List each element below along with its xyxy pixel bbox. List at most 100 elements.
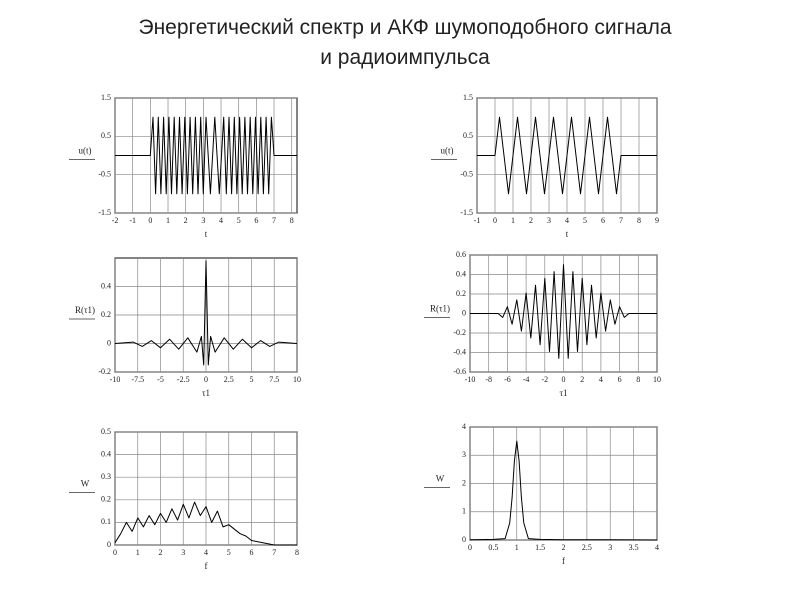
x-tick-label: 6 bbox=[618, 375, 622, 384]
x-tick-label: -2 bbox=[541, 375, 548, 384]
x-tick-label: 2 bbox=[529, 216, 533, 225]
x-tick-label: 7 bbox=[272, 216, 276, 225]
y-tick-label: -1.5 bbox=[460, 208, 473, 217]
y-tick-label: -0.5 bbox=[98, 169, 111, 178]
y-axis-label: R(τ1) bbox=[75, 305, 95, 315]
y-axis-label: R(τ1) bbox=[430, 304, 450, 314]
y-tick-label: 1.5 bbox=[101, 93, 111, 102]
y-tick-label: 0.2 bbox=[101, 310, 111, 319]
x-tick-label: -5 bbox=[157, 375, 164, 384]
x-tick-label: 5 bbox=[227, 548, 231, 557]
y-tick-label: 2 bbox=[462, 478, 466, 487]
x-tick-label: -10 bbox=[465, 375, 476, 384]
x-axis-label: f bbox=[562, 556, 565, 566]
x-tick-label: 3 bbox=[547, 216, 551, 225]
y-tick-label: 0 bbox=[107, 540, 111, 549]
x-tick-label: 4 bbox=[565, 216, 569, 225]
y-axis-label: u(t) bbox=[79, 146, 92, 156]
y-tick-label: -1.5 bbox=[98, 208, 111, 217]
x-tick-label: 4 bbox=[599, 375, 603, 384]
data-line bbox=[114, 260, 298, 366]
title-line: и радиоимпульса bbox=[320, 46, 490, 69]
x-tick-label: -4 bbox=[523, 375, 530, 384]
x-tick-label: 7.5 bbox=[269, 375, 279, 384]
y-tick-label: 0.6 bbox=[456, 250, 466, 259]
x-tick-label: 2 bbox=[580, 375, 584, 384]
x-tick-label: 0.5 bbox=[488, 543, 498, 552]
y-tick-label: 0.4 bbox=[101, 281, 111, 290]
x-tick-label: 0 bbox=[493, 216, 497, 225]
x-tick-label: -7.5 bbox=[131, 375, 144, 384]
x-tick-label: 4 bbox=[219, 216, 223, 225]
y-tick-label: 0 bbox=[107, 338, 111, 347]
y-axis-label: W bbox=[81, 479, 90, 489]
y-tick-label: 0.5 bbox=[101, 427, 111, 436]
x-tick-label: 8 bbox=[636, 375, 640, 384]
x-tick-label: 0 bbox=[204, 375, 208, 384]
x-tick-label: 10 bbox=[653, 375, 661, 384]
x-tick-label: 4 bbox=[204, 548, 208, 557]
x-tick-label: 7 bbox=[619, 216, 623, 225]
x-tick-label: 2.5 bbox=[224, 375, 234, 384]
x-tick-label: 1 bbox=[166, 216, 170, 225]
x-tick-label: 2 bbox=[159, 548, 163, 557]
y-tick-label: 4 bbox=[462, 422, 466, 431]
x-axis-label: τ1 bbox=[202, 388, 210, 398]
x-tick-label: 3.5 bbox=[629, 543, 639, 552]
y-tick-label: -0.6 bbox=[453, 367, 466, 376]
x-tick-label: -1 bbox=[474, 216, 481, 225]
x-tick-label: 1 bbox=[515, 543, 519, 552]
x-tick-label: 1 bbox=[136, 548, 140, 557]
x-axis-label: f bbox=[205, 561, 208, 571]
x-tick-label: 8 bbox=[295, 548, 299, 557]
x-tick-label: 2 bbox=[562, 543, 566, 552]
title-line: Энергетический спектр и АКФ шумоподобног… bbox=[138, 16, 671, 39]
x-tick-label: 3 bbox=[608, 543, 612, 552]
x-tick-label: 8 bbox=[637, 216, 641, 225]
x-tick-label: 2 bbox=[184, 216, 188, 225]
x-tick-label: -2.5 bbox=[177, 375, 190, 384]
y-tick-label: 3 bbox=[462, 450, 466, 459]
y-tick-label: 0 bbox=[462, 535, 466, 544]
x-tick-label: 3 bbox=[181, 548, 185, 557]
y-tick-label: 0.2 bbox=[456, 289, 466, 298]
x-tick-label: -10 bbox=[110, 375, 121, 384]
x-tick-label: 6 bbox=[601, 216, 605, 225]
y-tick-label: 0.5 bbox=[101, 131, 111, 140]
y-tick-label: -0.5 bbox=[460, 169, 473, 178]
x-tick-label: -8 bbox=[485, 375, 492, 384]
y-tick-label: 0 bbox=[462, 308, 466, 317]
x-tick-label: 3 bbox=[201, 216, 205, 225]
y-axis-label: W bbox=[436, 474, 445, 484]
x-tick-label: 0 bbox=[562, 375, 566, 384]
y-axis-label: u(t) bbox=[441, 146, 454, 156]
x-tick-label: 2.5 bbox=[582, 543, 592, 552]
x-tick-label: 5 bbox=[237, 216, 241, 225]
data-line bbox=[477, 116, 657, 195]
x-tick-label: 1 bbox=[511, 216, 515, 225]
x-axis-label: t bbox=[566, 229, 569, 239]
x-tick-label: 6 bbox=[254, 216, 258, 225]
x-tick-label: 8 bbox=[290, 216, 294, 225]
y-tick-label: -0.2 bbox=[98, 367, 111, 376]
x-tick-label: 5 bbox=[583, 216, 587, 225]
y-tick-label: 0.1 bbox=[101, 517, 111, 526]
y-tick-label: 0.2 bbox=[101, 495, 111, 504]
y-tick-label: 0.5 bbox=[463, 131, 473, 140]
x-tick-label: 0 bbox=[148, 216, 152, 225]
y-tick-label: -0.4 bbox=[453, 347, 466, 356]
y-tick-label: 0.3 bbox=[101, 472, 111, 481]
data-line bbox=[114, 501, 297, 546]
y-tick-label: 0.4 bbox=[101, 449, 111, 458]
x-tick-label: 5 bbox=[250, 375, 254, 384]
x-tick-label: 10 bbox=[293, 375, 301, 384]
x-tick-label: -6 bbox=[504, 375, 511, 384]
y-tick-label: -0.2 bbox=[453, 328, 466, 337]
data-line bbox=[470, 264, 657, 359]
data-line bbox=[469, 440, 658, 541]
x-tick-label: -1 bbox=[129, 216, 136, 225]
x-tick-label: 7 bbox=[272, 548, 276, 557]
